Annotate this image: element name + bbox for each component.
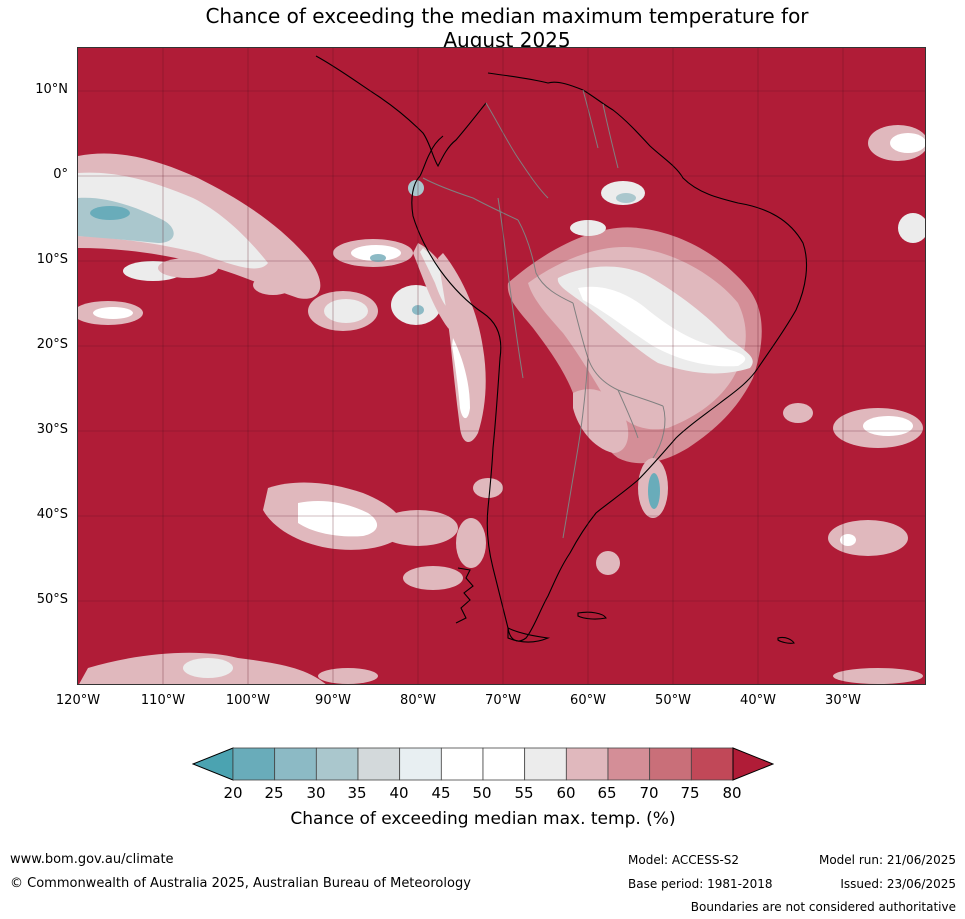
footer-model-run: Model run: 21/06/2025	[818, 853, 956, 867]
colorbar-tick-25: 25	[264, 784, 284, 802]
footer-disclaimer: Boundaries are not considered authoritat…	[690, 900, 956, 914]
graticule	[78, 48, 925, 684]
lon-label-40w: 40°W	[740, 693, 776, 708]
colorbar-swatch	[482, 747, 526, 781]
colorbar-swatch	[232, 747, 276, 781]
colorbar-swatch	[440, 747, 484, 781]
colorbar-tick-70: 70	[639, 784, 659, 802]
lon-label-30w: 30°W	[825, 693, 861, 708]
colorbar-swatch	[565, 747, 609, 781]
colorbar-tick-40: 40	[389, 784, 409, 802]
colorbar-label: Chance of exceeding median max. temp. (%…	[290, 809, 676, 829]
map-title-line1: Chance of exceeding the median maximum t…	[205, 4, 809, 28]
colorbar-tick-45: 45	[431, 784, 451, 802]
lat-label-10s: 10°S	[36, 252, 68, 267]
lat-label-50s: 50°S	[36, 592, 68, 607]
footer-model: Model: ACCESS-S2	[628, 853, 740, 867]
colorbar-tick-60: 60	[556, 784, 576, 802]
footer-website: www.bom.gov.au/climate	[10, 852, 174, 867]
colorbar-tick-35: 35	[347, 784, 367, 802]
colorbar	[192, 747, 774, 781]
footer-issued: Issued: 23/06/2025	[840, 877, 956, 891]
forecast-map	[77, 47, 926, 685]
lon-label-120w: 120°W	[55, 693, 101, 708]
lat-label-40s: 40°S	[36, 507, 68, 522]
colorbar-swatch	[274, 747, 317, 781]
colorbar-tick-30: 30	[306, 784, 326, 802]
lon-label-90w: 90°W	[315, 693, 351, 708]
colorbar-tick-20: 20	[223, 784, 243, 802]
colorbar-tick-75: 75	[680, 784, 700, 802]
colorbar-tick-80: 80	[722, 784, 742, 802]
colorbar-swatch	[607, 747, 651, 781]
map-background	[78, 48, 925, 684]
lon-label-110w: 110°W	[140, 693, 186, 708]
lon-label-50w: 50°W	[655, 693, 691, 708]
lon-label-80w: 80°W	[400, 693, 436, 708]
colorbar-tick-65: 65	[597, 784, 617, 802]
colorbar-swatch	[524, 747, 567, 781]
lat-label-30s: 30°S	[36, 422, 68, 437]
colorbar-tick-55: 55	[514, 784, 534, 802]
footer-base-period: Base period: 1981-2018	[628, 877, 773, 891]
colorbar-swatch	[649, 747, 692, 781]
lon-label-60w: 60°W	[570, 693, 606, 708]
colorbar-swatch	[690, 747, 734, 781]
lat-label-10n: 10°N	[35, 82, 68, 97]
colorbar-swatch	[357, 747, 401, 781]
colorbar-extend-low	[192, 747, 234, 781]
lat-label-20s: 20°S	[36, 337, 68, 352]
lat-label-0: 0°	[53, 167, 68, 182]
forecast-map-canvas	[78, 48, 925, 684]
colorbar-extend-high	[732, 747, 774, 781]
country-borders	[422, 89, 666, 539]
colorbar-swatch	[399, 747, 442, 781]
lon-label-70w: 70°W	[485, 693, 521, 708]
footer-copyright: © Commonwealth of Australia 2025, Austra…	[10, 876, 471, 891]
colorbar-swatch	[315, 747, 359, 781]
colorbar-tick-50: 50	[472, 784, 492, 802]
lon-label-100w: 100°W	[225, 693, 271, 708]
map-title: Chance of exceeding the median maximum t…	[77, 4, 937, 52]
